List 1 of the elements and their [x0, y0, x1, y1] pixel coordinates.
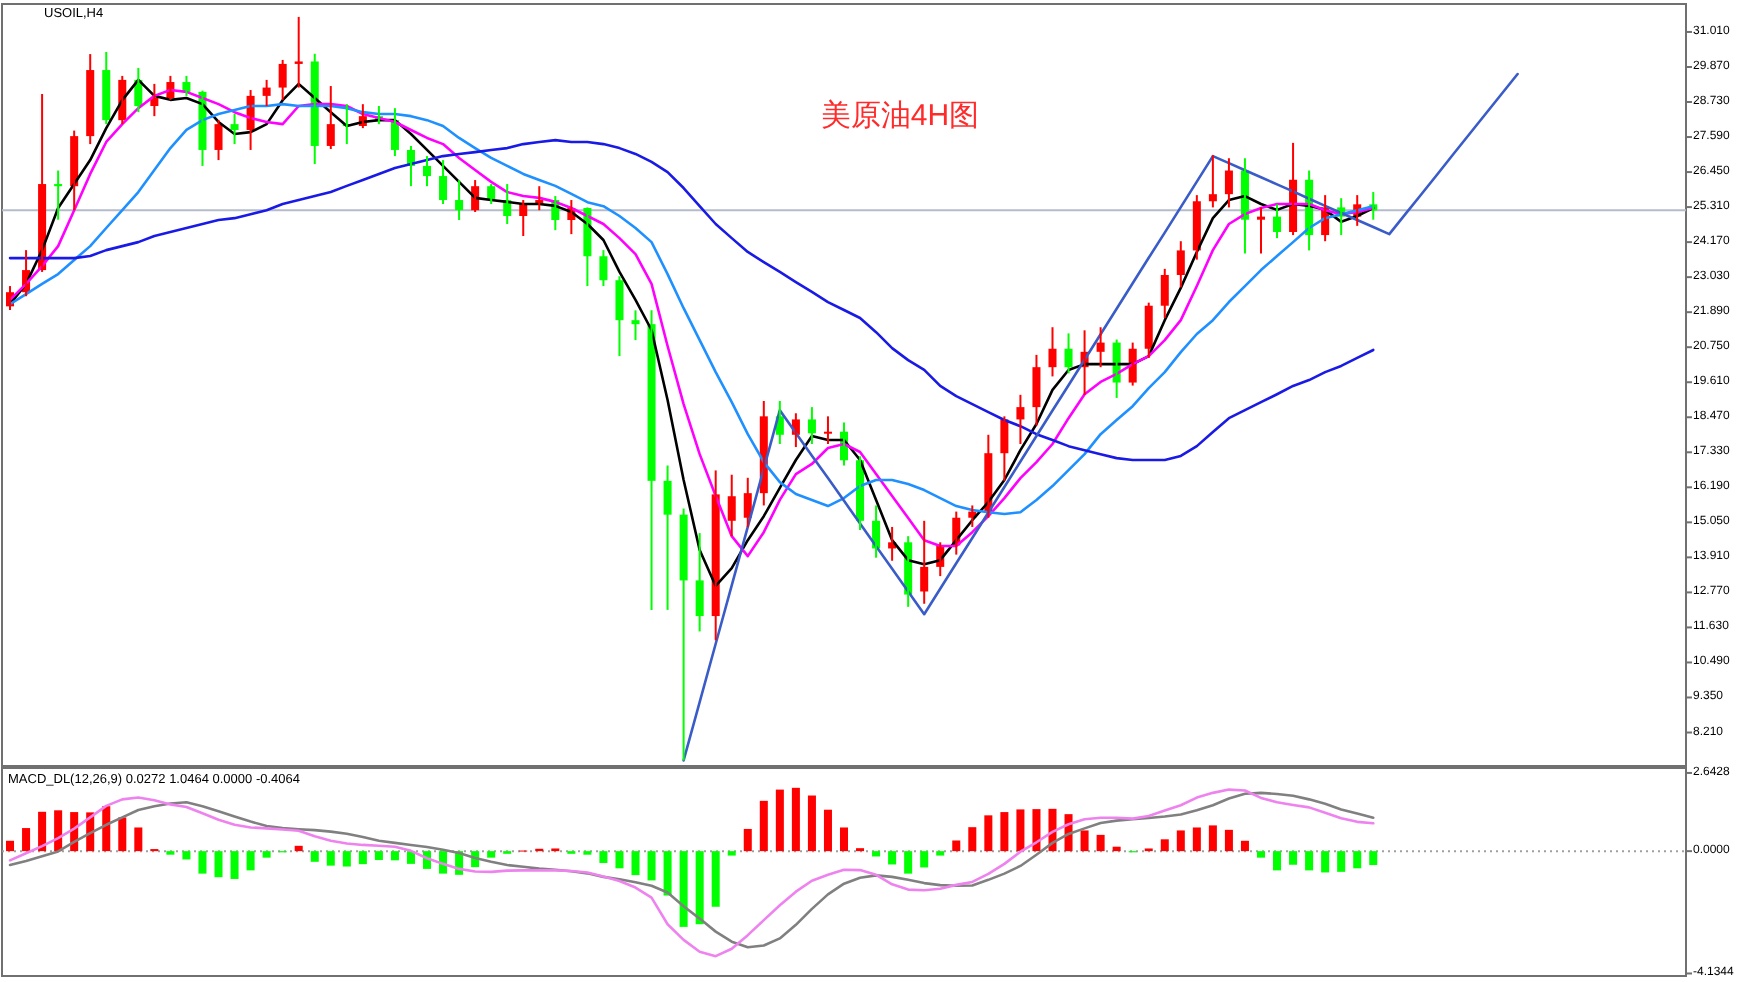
title: 美原油4H图 — [820, 99, 980, 133]
